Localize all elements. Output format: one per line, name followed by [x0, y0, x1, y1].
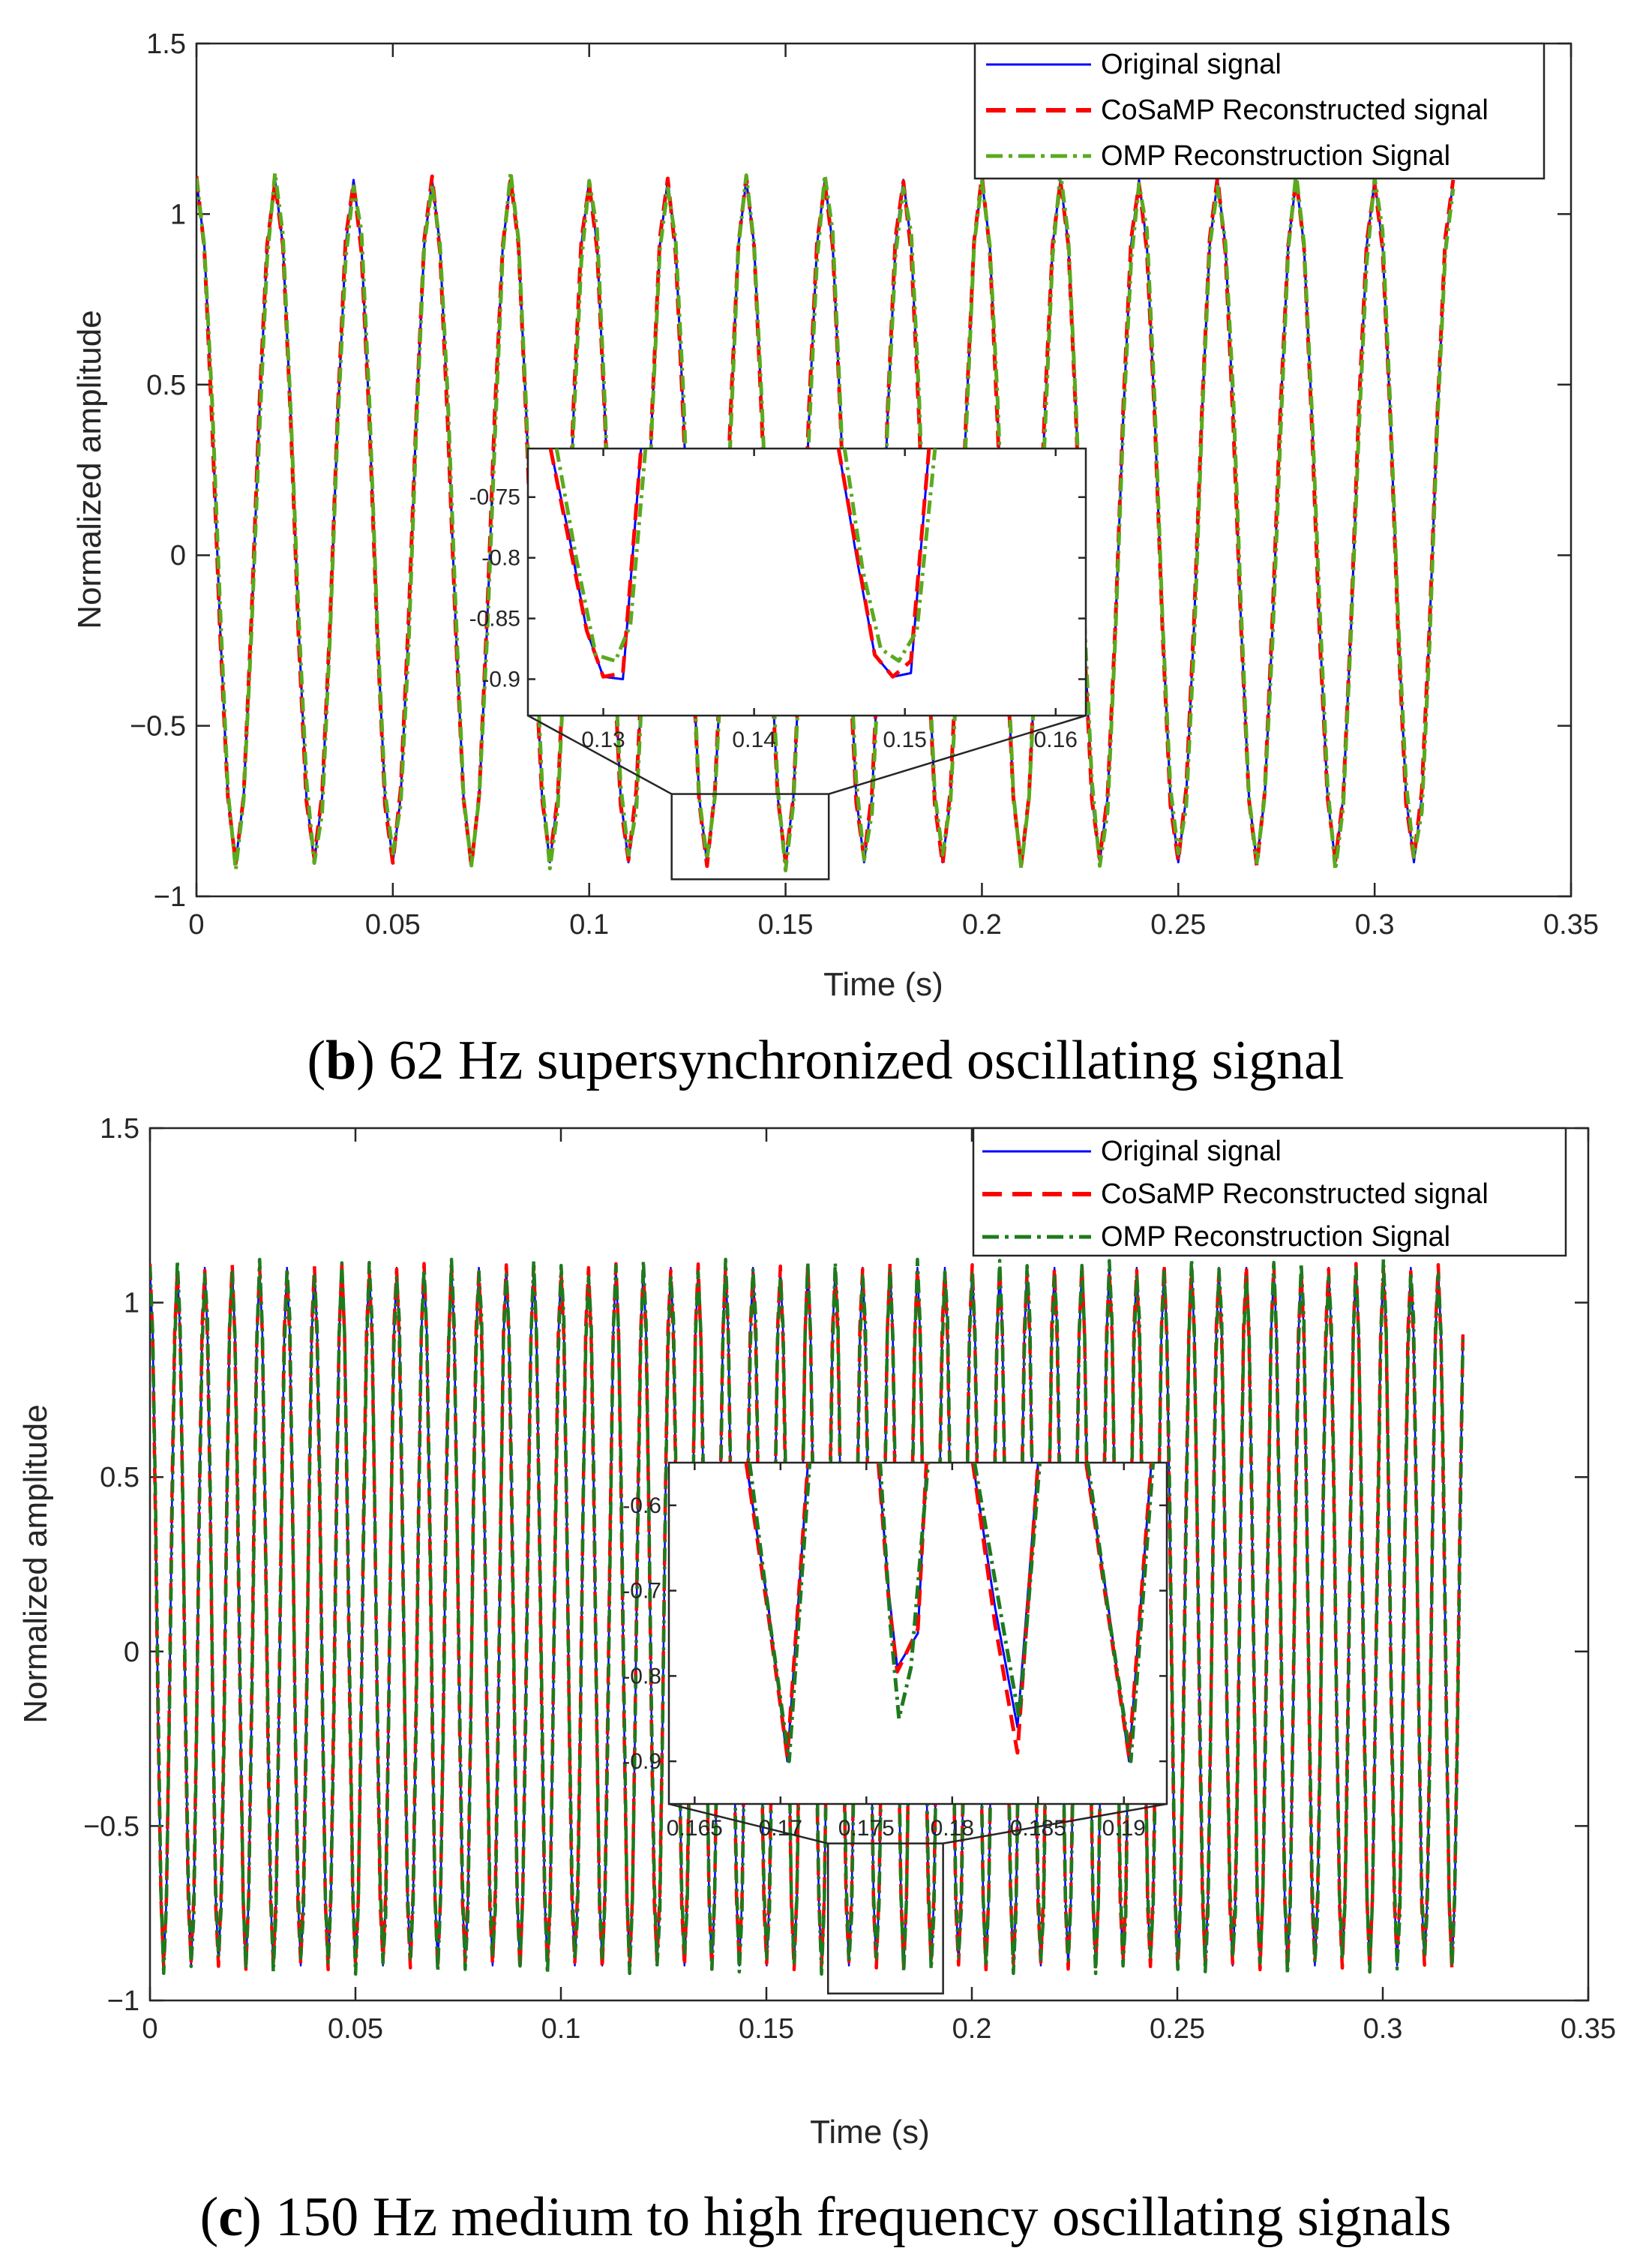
panel-c-chart: 0 0.05 0.1 0.15 0.2 0.25 0.3 0.35 −1 −0.5 0 0.5 1 1.5… [17, 1113, 1616, 2248]
inset-x-tick-label: 0.13 [581, 728, 625, 752]
panel-b-chart: 0 0.05 0.1 0.15 0.2 0.25 0.3 0.35 −1 −0.5 0 0.5 1 1.5… [71, 29, 1599, 1091]
y-tick-label: 1 [124, 1288, 139, 1319]
x-tick-label: 0.35 [1543, 909, 1599, 941]
inset-y-tick-label: -0.9 [481, 667, 520, 692]
panel-b-tick-labels: 0 0.05 0.1 0.15 0.2 0.25 0.3 0.35 −1 −0.5 0 0.5 1 1.5 [130, 29, 1599, 941]
inset-y-tick-label: -0.8 [481, 546, 520, 571]
panel-b-zoom-rectangle [670, 793, 830, 881]
panel-c-inset: 0.165 0.17 0.175 0.18 0.185 0.19 -0.6 -0.7 -0.8 -… [622, 1461, 1168, 1841]
y-tick-label: 1 [170, 199, 186, 230]
inset-y-tick-label: -0.7 [622, 1579, 661, 1604]
panel-c-x-axis-label: Time (s) [810, 2114, 930, 2150]
panel-c-signal-curves [150, 1257, 1465, 1976]
inset-x-tick-label: 0.16 [1034, 728, 1078, 752]
x-tick-label: 0.15 [758, 909, 814, 941]
panel-b-legend-label-omp: OMP Reconstruction Signal [1101, 140, 1450, 172]
panel-b-inset-background [526, 447, 1087, 717]
y-tick-label: 1.5 [146, 29, 186, 60]
x-tick-label: 0.15 [739, 2013, 794, 2045]
inset-series-omp [973, 1463, 1042, 1721]
inset-y-tick-label: -0.75 [469, 485, 520, 510]
inset-x-tick-label: 0.19 [1102, 1816, 1146, 1841]
panel-c-zoom-connector-left [668, 1802, 829, 1844]
inset-y-tick-label: -0.8 [622, 1664, 661, 1688]
inset-y-tick-label: -0.9 [622, 1749, 661, 1774]
y-tick-label: 0.5 [100, 1462, 139, 1493]
x-tick-label: 0.1 [569, 909, 609, 941]
y-tick-label: −1 [154, 881, 186, 913]
panel-b-caption-letter: b [325, 1030, 356, 1091]
panel-c-axes-frame [148, 1127, 1590, 2002]
panel-b-inset: 0.13 0.14 0.15 0.16 -0.75 -0.8 -0.85 -0.9 [469, 447, 1087, 752]
x-tick-label: 0 [142, 2013, 157, 2045]
inset-series-omp [878, 1463, 931, 1721]
inset-x-tick-label: 0.165 [667, 1816, 723, 1841]
y-tick-label: −0.5 [130, 711, 186, 743]
panel-b-caption-text: 62 Hz supersynchronized oscillating sign… [388, 1030, 1344, 1091]
panel-c-legend-box [972, 1127, 1567, 1257]
y-tick-label: −0.5 [83, 1811, 139, 1842]
x-tick-label: 0.35 [1561, 2013, 1616, 2045]
y-tick-label: 0 [124, 1637, 139, 1668]
panel-b-axes-frame [195, 42, 1573, 898]
inset-x-tick-label: 0.14 [732, 728, 775, 752]
inset-series-omp [842, 449, 937, 663]
x-tick-label: 0.2 [962, 909, 1002, 941]
inset-x-tick-label: 0.175 [838, 1816, 895, 1841]
panel-b-legend-label-cosamp: CoSaMP Reconstructed signal [1101, 95, 1489, 126]
y-tick-label: −1 [107, 1985, 139, 2017]
x-tick-label: 0.3 [1363, 2013, 1403, 2045]
panel-b-inset-curves [548, 449, 937, 680]
x-tick-label: 0 [188, 909, 204, 941]
series-line-omp [196, 170, 1456, 873]
inset-series-omp [1086, 1463, 1156, 1763]
inset-x-tick-label: 0.185 [1010, 1816, 1066, 1841]
inset-series-omp [554, 449, 648, 663]
x-tick-label: 0.25 [1150, 2013, 1205, 2045]
x-tick-label: 0.05 [365, 909, 421, 941]
x-tick-label: 0.1 [541, 2013, 581, 2045]
y-tick-label: 1.5 [100, 1113, 139, 1145]
panel-b-zoom-connector-right [828, 714, 1087, 795]
inset-series-omp [748, 1463, 812, 1763]
x-tick-label: 0.2 [952, 2013, 992, 2045]
panel-c-caption-letter: c [218, 2186, 243, 2248]
panel-b-legend-label-original: Original signal [1101, 49, 1282, 80]
x-tick-label: 0.05 [328, 2013, 383, 2045]
inset-x-tick-label: 0.18 [931, 1816, 974, 1841]
panel-b-legend-box [973, 42, 1546, 180]
panel-b-inset-tick-labels: 0.13 0.14 0.15 0.16 -0.75 -0.8 -0.85 -0.9 [469, 485, 1078, 752]
panel-c-zoom-rectangle [826, 1842, 944, 1994]
inset-y-tick-label: -0.85 [469, 607, 520, 632]
panel-b-legend: Original signal CoSaMP Reconstructed sig… [973, 42, 1546, 180]
panel-c-inset-tick-labels: 0.165 0.17 0.175 0.18 0.185 0.19 -0.6 -0.7 -0.8 -… [622, 1493, 1146, 1841]
panel-c-tick-labels: 0 0.05 0.1 0.15 0.2 0.25 0.3 0.35 −1 −0.5 0 0.5 1 1.5 [83, 1113, 1616, 2045]
inset-series-cosamp [836, 449, 931, 679]
panel-b-x-axis-label: Time (s) [823, 966, 943, 1003]
panel-c-legend: Original signal CoSaMP Reconstructed sig… [972, 1127, 1567, 1257]
panel-c-inset-curves [744, 1463, 1156, 1763]
panel-b-zoom-connector-left [527, 714, 673, 795]
y-tick-label: 0.5 [146, 370, 186, 401]
inset-y-tick-label: -0.6 [622, 1493, 661, 1518]
panel-c-caption-text: 150 Hz medium to high frequency oscillat… [275, 2186, 1451, 2248]
panel-c-y-axis-label: Normalized amplitude [17, 1404, 54, 1724]
inset-x-tick-label: 0.17 [759, 1816, 802, 1841]
panel-c-caption: (c) 150 Hz medium to high frequency osci… [200, 2186, 1452, 2248]
panel-b-caption: (b) 62 Hz supersynchronized oscillating … [307, 1030, 1344, 1091]
panel-c-legend-label-original: Original signal [1101, 1136, 1282, 1167]
inset-x-tick-label: 0.15 [883, 728, 927, 752]
y-tick-label: 0 [170, 540, 186, 572]
panel-c-legend-label-omp: OMP Reconstruction Signal [1101, 1221, 1450, 1253]
series-line-cosamp [196, 174, 1456, 869]
panel-b-y-axis-label: Normalized amplitude [71, 310, 108, 629]
panel-c-legend-label-cosamp: CoSaMP Reconstructed signal [1101, 1178, 1489, 1210]
panel-c-zoom-connector-right [943, 1802, 1168, 1844]
panel-b-signal-curves [196, 170, 1456, 873]
x-tick-label: 0.3 [1355, 909, 1395, 941]
panel-b-inset-ticks [528, 449, 1086, 716]
x-tick-label: 0.25 [1150, 909, 1206, 941]
